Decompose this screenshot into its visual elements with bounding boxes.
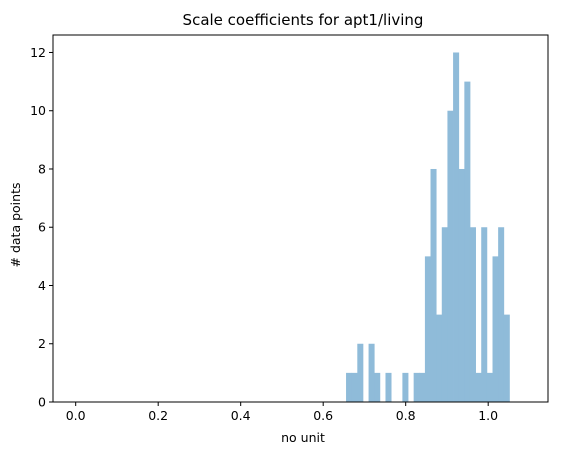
histogram-bar [430,168,437,402]
histogram-bar [424,256,431,402]
histogram-bar [351,372,358,402]
x-axis-label: no unit [281,430,325,445]
histogram-bar [436,314,443,402]
histogram-bar [368,343,375,402]
histogram-bar [458,168,465,402]
histogram-bar [441,227,448,402]
x-tick-label: 0.2 [148,408,168,423]
y-axis-label: # data points [8,183,23,268]
histogram-bars [346,52,510,402]
histogram-bar [357,343,364,402]
y-tick-label: 2 [38,336,46,351]
histogram-bar [481,227,488,402]
x-tick-label: 0.4 [231,408,251,423]
histogram-bar [402,372,409,402]
plot-frame [52,34,549,403]
x-tick-label: 0.0 [66,408,86,423]
chart-title: Scale coefficients for apt1/living [183,11,424,29]
x-axis-ticks: 0.0 0.2 0.4 0.6 0.8 1.0 [66,402,498,423]
x-tick-label: 0.6 [313,408,333,423]
histogram-bar [447,110,454,402]
y-tick-label: 10 [30,103,46,118]
histogram-bar [492,256,499,402]
histogram-bar [498,227,505,402]
histogram-bar [453,52,460,402]
histogram-bar [385,372,392,402]
histogram-bar [464,81,471,402]
histogram-bar [503,314,510,402]
x-tick-label: 0.8 [396,408,416,423]
histogram-bar [413,372,420,402]
x-tick-label: 1.0 [478,408,498,423]
y-axis-ticks: 0 2 4 6 8 10 12 [30,45,53,410]
histogram-bar [419,372,426,402]
y-tick-label: 0 [38,395,46,410]
y-tick-label: 8 [38,161,46,176]
histogram-bar [475,372,482,402]
histogram-bar [469,227,476,402]
histogram-bar [374,372,381,402]
histogram-bar [346,372,353,402]
y-tick-label: 4 [38,278,46,293]
y-tick-label: 12 [30,45,46,60]
histogram-bar [486,372,493,402]
y-tick-label: 6 [38,220,46,235]
